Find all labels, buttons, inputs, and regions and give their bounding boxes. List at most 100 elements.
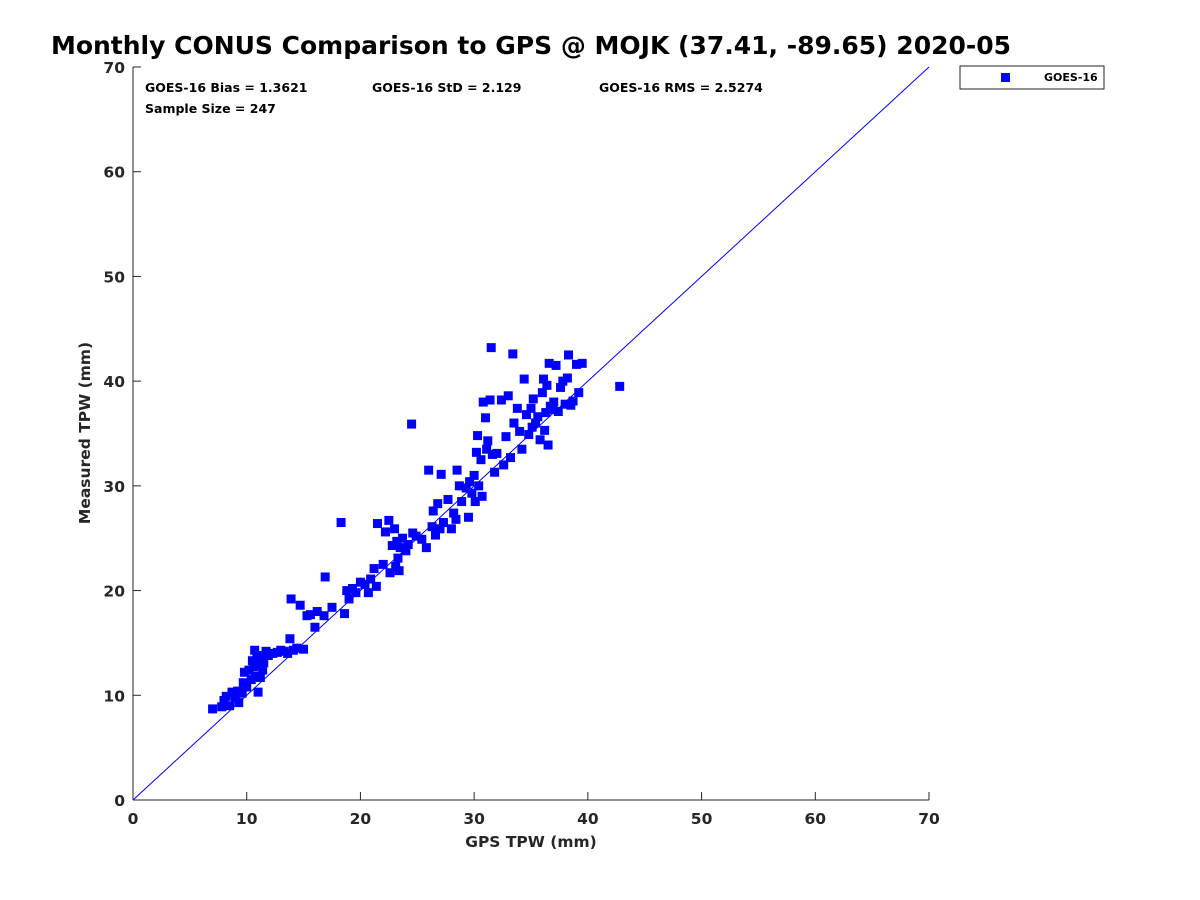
data-point xyxy=(417,534,427,544)
data-point xyxy=(508,349,518,359)
std-stat: GOES-16 StD = 2.129 xyxy=(372,80,521,95)
data-point xyxy=(574,388,584,398)
data-point xyxy=(249,662,259,672)
data-point xyxy=(501,432,511,442)
y-tick-label: 50 xyxy=(103,268,125,286)
data-point xyxy=(342,586,352,596)
data-point xyxy=(568,396,578,406)
data-point xyxy=(469,470,479,480)
data-point xyxy=(452,465,462,475)
data-point xyxy=(366,574,376,584)
data-point xyxy=(465,477,475,487)
y-tick-label: 0 xyxy=(114,792,125,810)
data-point xyxy=(424,465,434,475)
data-point xyxy=(310,622,320,632)
data-point xyxy=(340,609,350,619)
data-point xyxy=(312,607,322,617)
data-point xyxy=(208,704,218,714)
data-point xyxy=(467,488,477,498)
data-point xyxy=(221,691,231,701)
data-point xyxy=(430,530,440,540)
data-point xyxy=(478,397,488,407)
data-point xyxy=(451,514,461,524)
x-tick-label: 30 xyxy=(463,810,485,828)
data-point xyxy=(571,359,581,369)
data-point xyxy=(517,444,527,454)
data-point xyxy=(225,701,235,711)
data-point xyxy=(564,350,574,360)
data-point xyxy=(254,660,264,670)
data-point xyxy=(255,672,265,682)
data-point xyxy=(237,688,247,698)
data-point xyxy=(544,358,554,368)
data-point xyxy=(485,395,495,405)
data-point xyxy=(471,447,481,457)
data-point xyxy=(540,425,550,435)
data-point xyxy=(492,448,502,458)
data-point xyxy=(438,518,448,528)
x-tick-label: 60 xyxy=(804,810,826,828)
data-point xyxy=(242,682,252,692)
data-point xyxy=(351,588,361,598)
data-point xyxy=(299,644,309,654)
x-tick-label: 10 xyxy=(236,810,258,828)
data-point xyxy=(319,611,329,621)
data-point xyxy=(533,412,543,422)
data-point xyxy=(496,395,506,405)
y-tick-label: 40 xyxy=(103,373,125,391)
data-point xyxy=(403,539,413,549)
data-point xyxy=(515,426,525,436)
data-point xyxy=(253,687,263,697)
legend: GOES-16 xyxy=(959,65,1105,90)
x-tick-label: 20 xyxy=(350,810,372,828)
data-point xyxy=(446,524,456,534)
data-point xyxy=(535,435,545,445)
data-point xyxy=(449,508,459,518)
axes: 0 10 20 30 40 50 60 70 0 10 20 30 40 50 60 70 xyxy=(103,59,940,828)
bias-stat: GOES-16 Bias = 1.3621 xyxy=(145,80,307,95)
data-point xyxy=(327,602,337,612)
data-point xyxy=(398,533,408,543)
data-point xyxy=(344,594,354,604)
data-point xyxy=(247,656,257,666)
legend-label: GOES-16 xyxy=(1044,71,1098,84)
y-tick-label: 70 xyxy=(103,59,125,77)
data-point xyxy=(428,506,438,516)
data-point xyxy=(385,568,395,578)
data-point xyxy=(548,404,558,414)
y-tick-label: 20 xyxy=(103,583,125,601)
data-point xyxy=(246,675,256,685)
data-point xyxy=(543,440,553,450)
data-point xyxy=(474,481,484,491)
data-point xyxy=(234,698,244,708)
data-point xyxy=(227,687,237,697)
data-point xyxy=(384,515,394,525)
data-point xyxy=(411,531,421,541)
data-point xyxy=(244,665,254,675)
data-point xyxy=(481,413,491,423)
data-point xyxy=(512,403,522,413)
data-point xyxy=(551,360,561,370)
data-point xyxy=(372,519,382,529)
data-point xyxy=(363,588,373,598)
data-point xyxy=(369,564,379,574)
data-point xyxy=(435,524,445,534)
data-point xyxy=(371,581,381,591)
data-point xyxy=(553,407,563,417)
data-point xyxy=(285,634,295,644)
data-point xyxy=(286,594,296,604)
data-point xyxy=(477,491,487,501)
data-point xyxy=(395,543,405,553)
data-point xyxy=(394,566,404,576)
data-point xyxy=(562,373,572,383)
data-point xyxy=(336,518,346,528)
data-point xyxy=(526,403,536,413)
data-point xyxy=(443,494,453,504)
data-point xyxy=(427,522,437,532)
data-point xyxy=(233,686,243,696)
x-axis-label: GPS TPW (mm) xyxy=(465,833,597,851)
data-point xyxy=(524,430,534,440)
data-point xyxy=(473,431,483,441)
data-point xyxy=(528,394,538,404)
data-point xyxy=(542,380,552,390)
